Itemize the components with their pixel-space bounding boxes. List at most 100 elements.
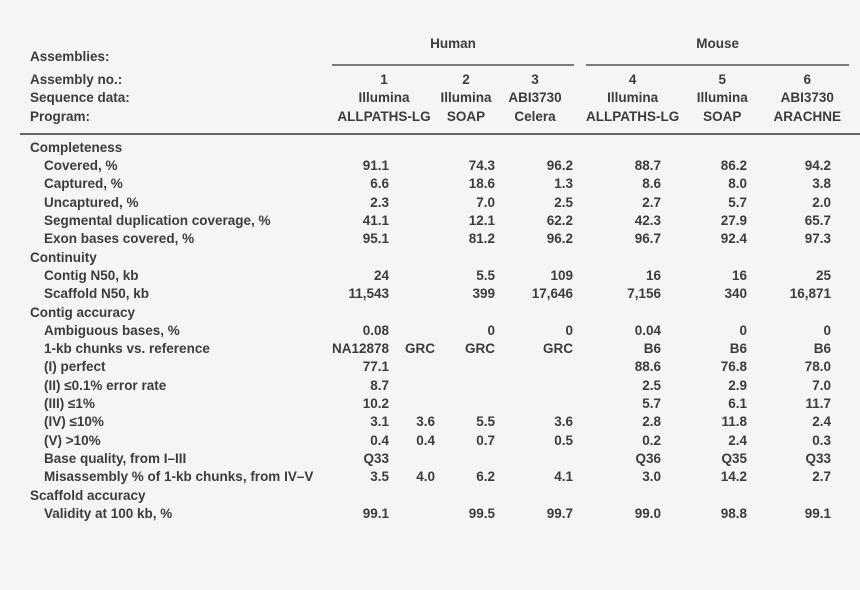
row-label: Captured, %	[44, 176, 123, 192]
value-cell: 8.6	[642, 176, 662, 192]
value-cell: 25	[816, 267, 832, 283]
value-cell: 11.8	[721, 414, 748, 430]
value-cell: 0	[487, 322, 496, 338]
value-cell: 88.6	[634, 359, 662, 375]
value-cell: 2.5	[642, 377, 662, 393]
row-label: (II) ≤0.1% error rate	[44, 377, 167, 393]
value-cell: Q36	[635, 450, 662, 466]
value-cell: 0.5	[554, 432, 574, 448]
sequence-data-cell: ABI3730	[780, 90, 834, 106]
value-cell: 5.7	[642, 396, 662, 412]
value-cell: 10.2	[362, 396, 390, 412]
value-cell: 65.7	[804, 213, 832, 229]
value-cell	[439, 377, 499, 395]
value-cell	[439, 395, 499, 413]
value-cell	[751, 139, 835, 157]
value-cell	[393, 450, 439, 468]
value-cell	[332, 487, 393, 505]
value-cell: 41.1	[362, 213, 390, 229]
program-cell: SOAP	[446, 108, 486, 124]
value-cell	[393, 249, 439, 267]
row-label: Program:	[30, 108, 91, 124]
value-cell	[393, 377, 439, 395]
group-header-row: Assemblies: Human Mouse	[28, 30, 850, 66]
spacer-cell	[574, 108, 586, 126]
data-row: (III) ≤1% 10.2 5.7 6.1 11.7	[28, 395, 835, 413]
program-cell: ALLPATHS-LG	[337, 108, 431, 124]
value-cell: 0.04	[634, 322, 662, 338]
spacer-cell	[577, 340, 589, 358]
value-cell	[665, 139, 751, 157]
group-gap	[574, 30, 586, 65]
spacer-cell	[577, 139, 589, 157]
spacer-cell	[577, 175, 589, 193]
value-cell: NA12878	[332, 341, 390, 357]
value-cell: 0.2	[642, 432, 662, 448]
row-label: Completeness	[30, 139, 123, 155]
value-cell: 7.0	[812, 377, 832, 393]
value-cell: 0.3	[812, 432, 832, 448]
value-cell: 4.1	[554, 469, 574, 485]
value-cell	[665, 487, 751, 505]
value-cell	[589, 139, 665, 157]
value-cell	[332, 139, 393, 157]
value-cell: 0	[823, 322, 832, 338]
value-cell	[589, 304, 665, 322]
row-label: (I) perfect	[44, 359, 106, 375]
value-cell: 98.8	[720, 505, 748, 521]
value-cell: 2.3	[370, 194, 390, 210]
value-cell: 2.8	[642, 414, 662, 430]
data-row: Uncaptured, % 2.3 7.0 2.5 2.7 5.7 2.0	[28, 194, 835, 212]
spacer-cell	[577, 432, 589, 450]
assembly-no-cell: 4	[628, 72, 637, 87]
value-cell	[393, 157, 439, 175]
sequence-data-cell: Illumina	[696, 90, 748, 106]
value-cell: 0.08	[362, 322, 390, 338]
spacer-cell	[577, 230, 589, 248]
value-cell	[499, 249, 577, 267]
data-row: 1-kb chunks vs. reference NA12878 GRC GRC GR…	[28, 340, 835, 358]
value-cell: 99.7	[546, 505, 574, 521]
value-cell	[393, 267, 439, 285]
spacer-cell	[577, 395, 589, 413]
value-cell: 99.1	[804, 505, 832, 521]
assemblies-corner-label: Assemblies:	[28, 30, 332, 65]
value-cell: 96.2	[546, 158, 574, 174]
value-cell	[393, 505, 439, 523]
value-cell	[439, 249, 499, 267]
value-cell	[393, 304, 439, 322]
value-cell	[393, 175, 439, 193]
table-header: Assemblies: Human Mouse Assembly no.: 1 …	[28, 30, 850, 126]
value-cell	[393, 358, 439, 376]
value-cell: GRC	[543, 341, 574, 357]
value-cell: 99.1	[362, 505, 390, 521]
value-cell	[589, 487, 665, 505]
value-cell: 77.1	[362, 359, 390, 375]
value-cell: 99.5	[468, 505, 496, 521]
value-cell: GRC	[465, 341, 496, 357]
data-row: Misassembly % of 1-kb chunks, from IV–V 3…	[28, 468, 835, 486]
value-cell	[665, 249, 751, 267]
value-cell	[499, 358, 577, 376]
spacer-cell	[577, 487, 589, 505]
data-row: Exon bases covered, % 95.1 81.2 96.2 96.7 92.…	[28, 230, 835, 248]
row-label: (IV) ≤10%	[44, 414, 104, 430]
value-cell	[393, 322, 439, 340]
value-cell: 42.3	[634, 213, 662, 229]
value-cell: 1.3	[554, 176, 574, 192]
value-cell: 24	[374, 267, 390, 283]
row-label: Misassembly % of 1-kb chunks, from IV–V	[44, 469, 314, 485]
value-cell: Q33	[805, 450, 832, 466]
row-label: Validity at 100 kb, %	[44, 505, 173, 521]
data-row: Segmental duplication coverage, % 41.1 12.…	[28, 212, 835, 230]
value-cell: 3.8	[812, 176, 832, 192]
spacer-cell	[577, 267, 589, 285]
value-cell: 97.3	[804, 231, 832, 247]
assembly-no-cell: 6	[803, 72, 811, 87]
spacer-cell	[577, 249, 589, 267]
value-cell: 16	[732, 267, 748, 283]
value-cell: Q35	[721, 450, 748, 466]
value-cell: 81.2	[468, 231, 496, 247]
value-cell: 7.0	[476, 194, 496, 210]
